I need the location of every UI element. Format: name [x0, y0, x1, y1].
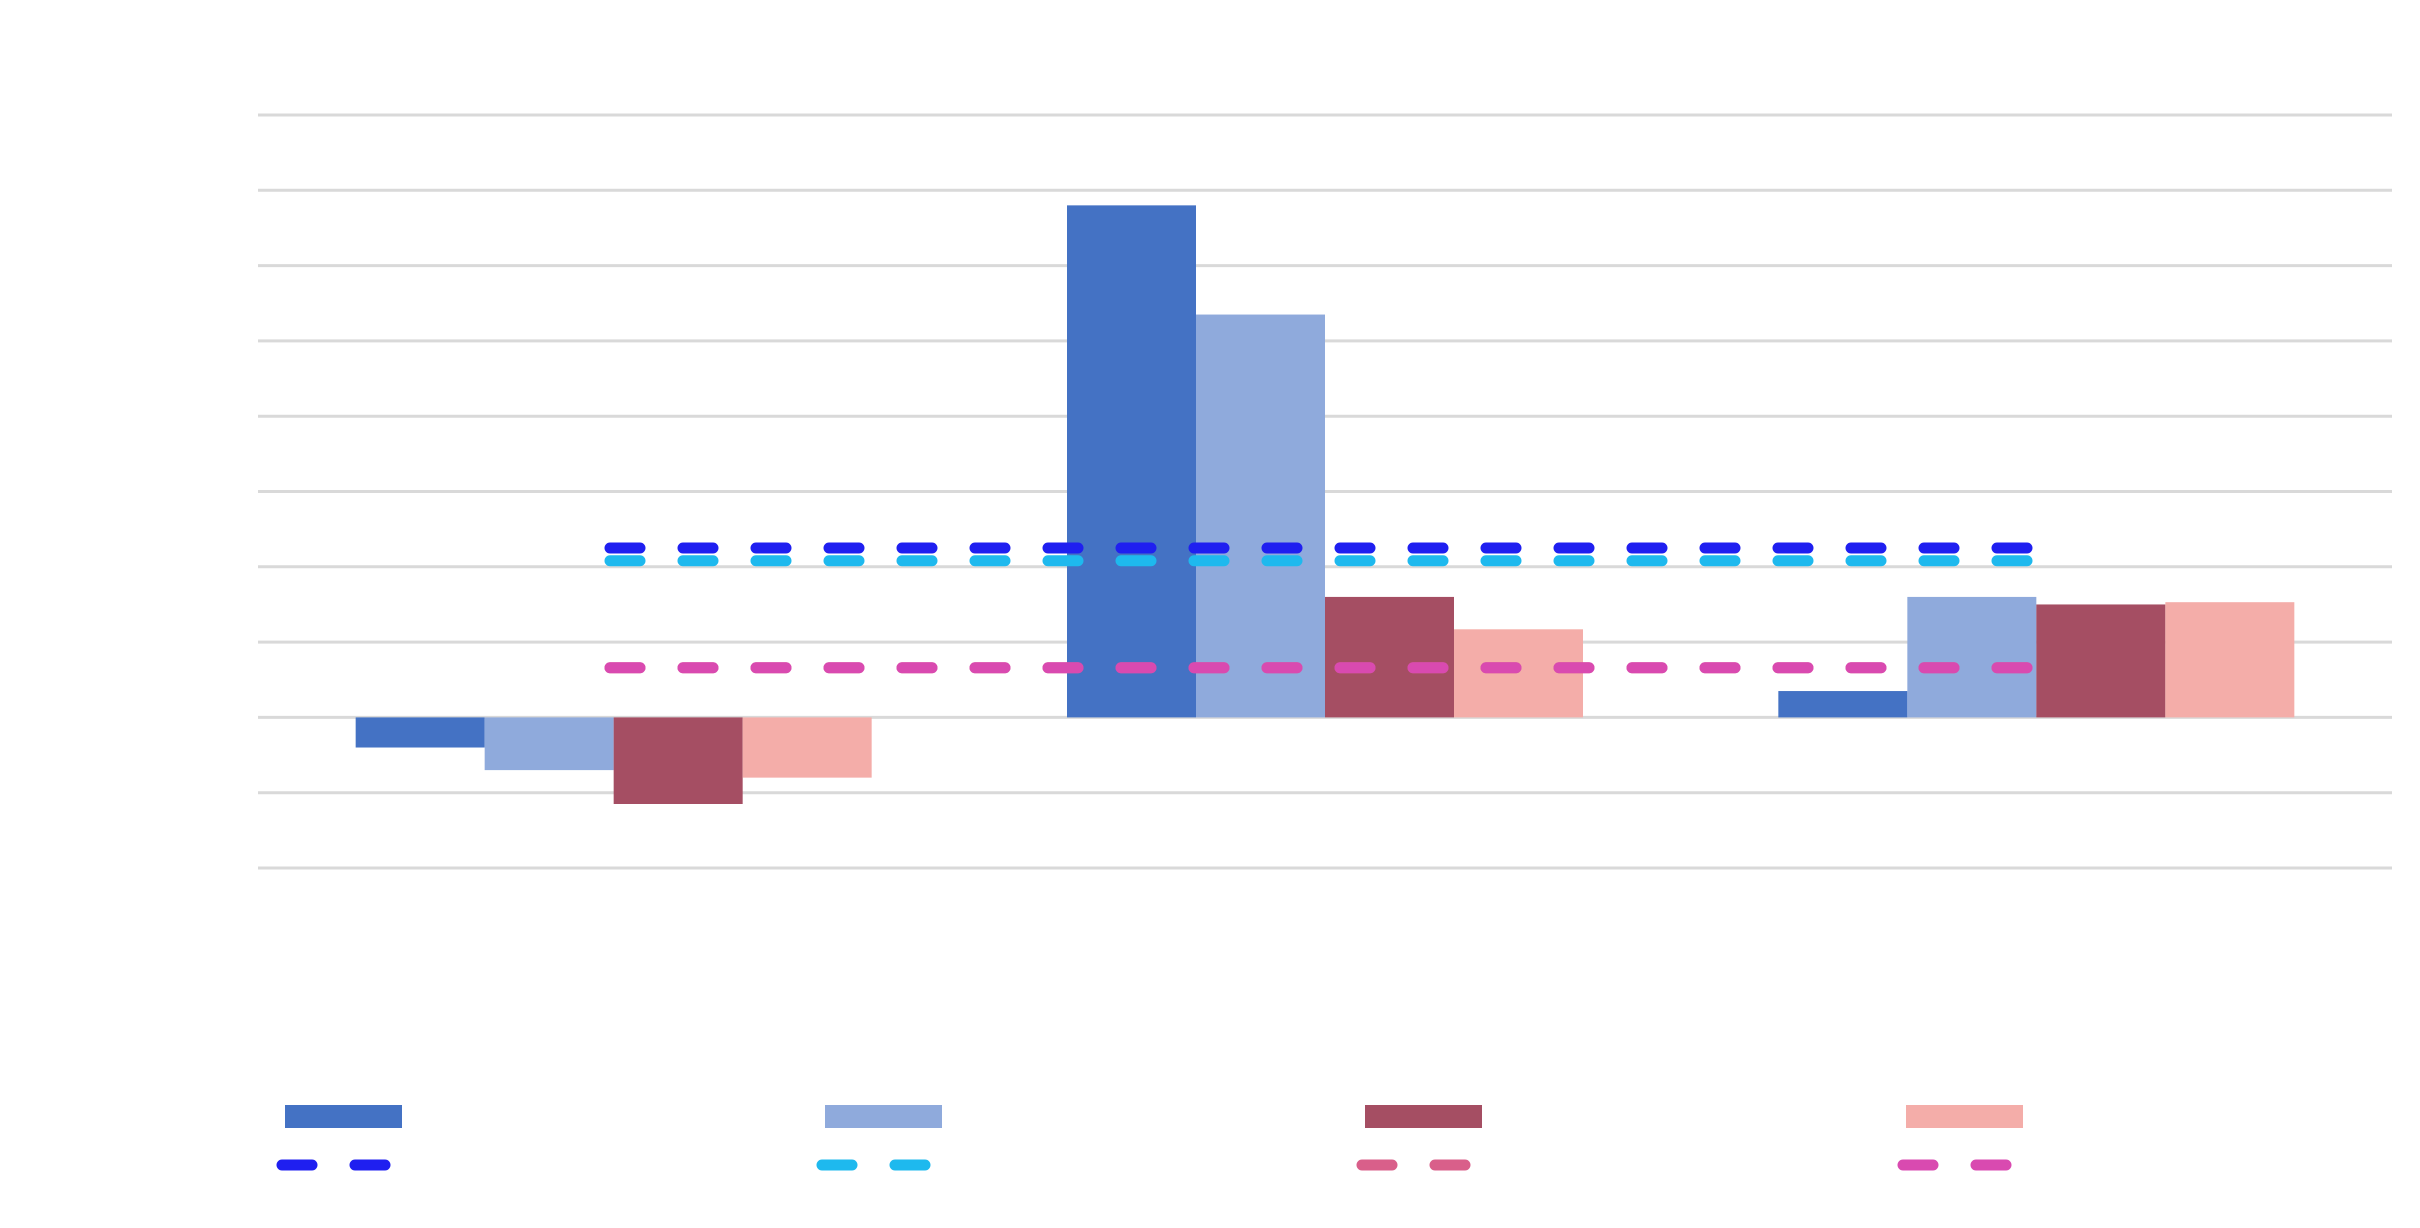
legend-swatch-series-3: [1365, 1105, 1482, 1128]
bar-series-2: [1907, 596, 2037, 718]
bar-series-4: [742, 717, 872, 778]
bar-series-3: [1325, 596, 1454, 718]
bar-series-2: [1196, 314, 1325, 718]
bar-series-3: [2036, 604, 2166, 718]
legend-swatch-series-1: [285, 1105, 402, 1128]
bar-series-4: [1454, 629, 1583, 718]
reference-lines: [604, 542, 2046, 674]
legend-swatch-series-2: [825, 1105, 942, 1128]
legend-swatch-series-4: [1906, 1105, 2023, 1128]
bar-series-1: [355, 717, 485, 748]
bar-series-4: [2165, 602, 2295, 718]
bar-series-2: [484, 717, 614, 771]
bar-series-1: [1778, 691, 1908, 718]
bars: [355, 205, 2295, 804]
bar-series-1: [1067, 205, 1196, 718]
bar-series-3: [613, 717, 743, 804]
legend: [276, 1105, 2023, 1171]
